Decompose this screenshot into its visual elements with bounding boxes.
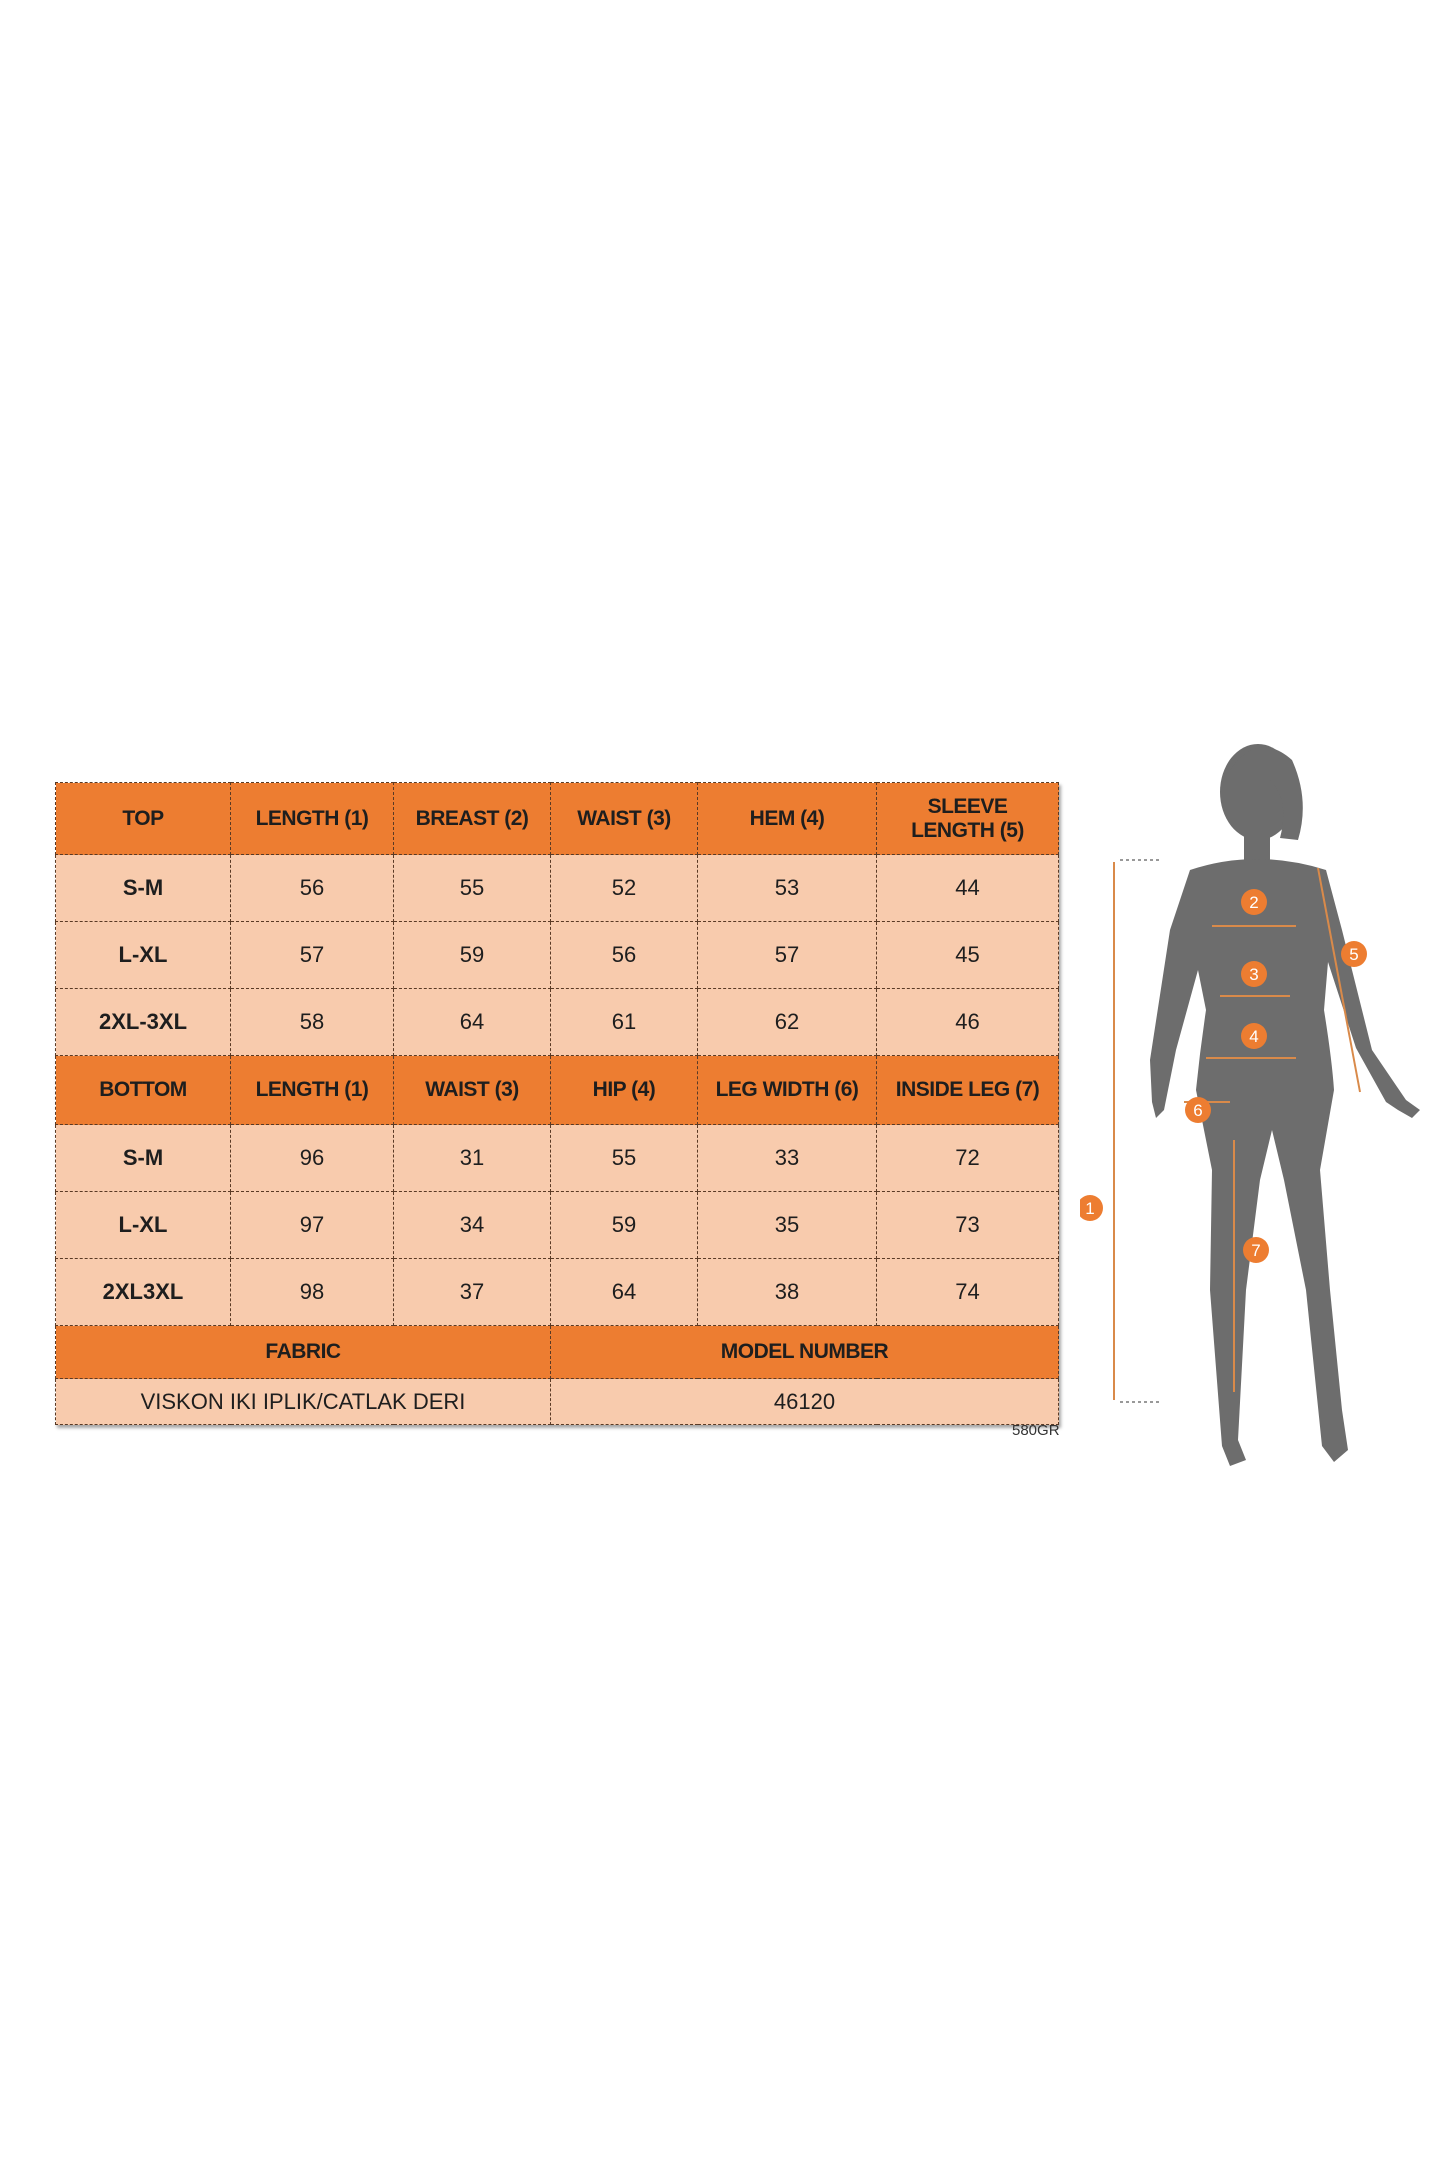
header-cell: SLEEVE LENGTH (5) (876, 782, 1059, 855)
footer-value-row: VISKON IKI IPLIK/CATLAK DERI 46120 (55, 1378, 1059, 1425)
bottom-header-row: BOTTOM LENGTH (1) WAIST (3) HIP (4) LEG … (55, 1055, 1059, 1125)
marker-circles (1080, 889, 1367, 1263)
marker-4: 4 (1249, 1027, 1258, 1046)
table-row: S-M 56 55 52 53 44 (55, 854, 1059, 922)
header-cell: LEG WIDTH (6) (697, 1055, 877, 1125)
size-chart-table: TOP LENGTH (1) BREAST (2) WAIST (3) HEM … (55, 782, 1059, 1425)
header-cell: HEM (4) (697, 782, 877, 855)
table-cell: 46 (876, 988, 1059, 1056)
measurement-figure: 1 2 3 4 5 6 7 (1080, 744, 1420, 1466)
table-cell: 61 (550, 988, 698, 1056)
table-cell: 35 (697, 1191, 877, 1259)
header-cell: LENGTH (1) (230, 1055, 394, 1125)
table-cell: 72 (876, 1124, 1059, 1192)
table-row: S-M 96 31 55 33 72 (55, 1124, 1059, 1192)
top-header-row: TOP LENGTH (1) BREAST (2) WAIST (3) HEM … (55, 782, 1059, 855)
silhouette (1150, 744, 1420, 1466)
table-cell: 45 (876, 921, 1059, 989)
header-cell: LENGTH (1) (230, 782, 394, 855)
size-label: L-XL (55, 921, 231, 989)
marker-3: 3 (1249, 965, 1258, 984)
marker-6: 6 (1193, 1101, 1202, 1120)
header-cell: INSIDE LEG (7) (876, 1055, 1059, 1125)
header-cell: WAIST (3) (393, 1055, 551, 1125)
table-cell: 56 (550, 921, 698, 989)
table-cell: 53 (697, 854, 877, 922)
table-cell: 96 (230, 1124, 394, 1192)
table-cell: 44 (876, 854, 1059, 922)
table-cell: 57 (230, 921, 394, 989)
header-cell: BOTTOM (55, 1055, 231, 1125)
table-cell: 74 (876, 1258, 1059, 1326)
table-row: L-XL 57 59 56 57 45 (55, 921, 1059, 989)
table-cell: 73 (876, 1191, 1059, 1259)
marker-5: 5 (1349, 945, 1358, 964)
table-row: L-XL 97 34 59 35 73 (55, 1191, 1059, 1259)
marker-7: 7 (1251, 1241, 1260, 1260)
table-cell: 59 (550, 1191, 698, 1259)
table-cell: 57 (697, 921, 877, 989)
table-row: 2XL-3XL 58 64 61 62 46 (55, 988, 1059, 1056)
size-label: S-M (55, 1124, 231, 1192)
size-label: S-M (55, 854, 231, 922)
table-cell: 38 (697, 1258, 877, 1326)
size-label: 2XL-3XL (55, 988, 231, 1056)
size-label: 2XL3XL (55, 1258, 231, 1326)
code-label: 580GR (1012, 1422, 1060, 1439)
table-cell: 33 (697, 1124, 877, 1192)
header-cell: TOP (55, 782, 231, 855)
header-cell: BREAST (2) (393, 782, 551, 855)
table-cell: 98 (230, 1258, 394, 1326)
table-cell: 55 (550, 1124, 698, 1192)
model-number-value: 46120 (550, 1378, 1059, 1425)
table-cell: 97 (230, 1191, 394, 1259)
model-number-label: MODEL NUMBER (550, 1325, 1059, 1379)
table-cell: 58 (230, 988, 394, 1056)
header-cell: WAIST (3) (550, 782, 698, 855)
table-cell: 55 (393, 854, 551, 922)
table-cell: 31 (393, 1124, 551, 1192)
table-cell: 56 (230, 854, 394, 922)
size-label: L-XL (55, 1191, 231, 1259)
table-cell: 64 (393, 988, 551, 1056)
table-cell: 62 (697, 988, 877, 1056)
fabric-value: VISKON IKI IPLIK/CATLAK DERI (55, 1378, 551, 1425)
table-cell: 64 (550, 1258, 698, 1326)
marker-1: 1 (1085, 1199, 1094, 1218)
table-cell: 37 (393, 1258, 551, 1326)
table-row: 2XL3XL 98 37 64 38 74 (55, 1258, 1059, 1326)
footer-header-row: FABRIC MODEL NUMBER (55, 1325, 1059, 1379)
marker-2: 2 (1249, 893, 1258, 912)
fabric-label: FABRIC (55, 1325, 551, 1379)
table-cell: 34 (393, 1191, 551, 1259)
table-cell: 59 (393, 921, 551, 989)
table-cell: 52 (550, 854, 698, 922)
header-cell: HIP (4) (550, 1055, 698, 1125)
